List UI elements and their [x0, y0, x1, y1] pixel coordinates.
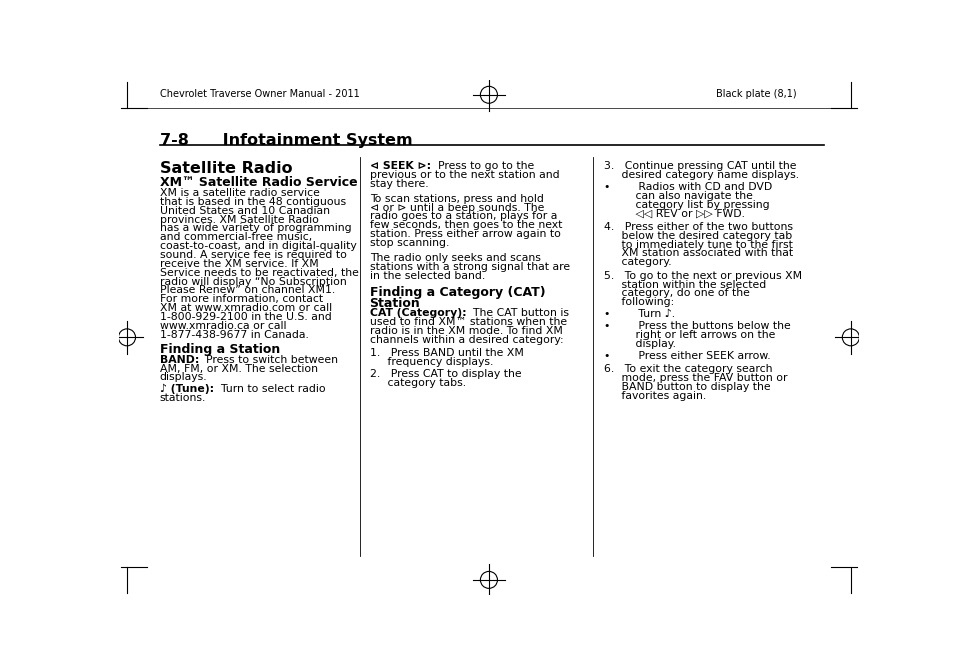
Text: 1.   Press BAND until the XM: 1. Press BAND until the XM	[369, 348, 523, 358]
Text: provinces. XM Satellite Radio: provinces. XM Satellite Radio	[159, 214, 318, 224]
Text: United States and 10 Canadian: United States and 10 Canadian	[159, 206, 329, 216]
Text: 7-8      Infotainment System: 7-8 Infotainment System	[159, 132, 412, 148]
Text: Press to switch between: Press to switch between	[199, 355, 337, 365]
Text: XM station associated with that: XM station associated with that	[603, 248, 792, 259]
Text: Finding a Station: Finding a Station	[159, 343, 279, 356]
Text: Service needs to be reactivated, the: Service needs to be reactivated, the	[159, 268, 358, 278]
Text: stations.: stations.	[159, 393, 206, 403]
Text: For more information, contact: For more information, contact	[159, 294, 322, 304]
Text: stations with a strong signal that are: stations with a strong signal that are	[369, 262, 569, 272]
Text: Black plate (8,1): Black plate (8,1)	[716, 89, 796, 99]
Text: desired category name displays.: desired category name displays.	[603, 170, 798, 180]
Text: 4.   Press either of the two buttons: 4. Press either of the two buttons	[603, 222, 792, 232]
Text: used to find XM™ stations when the: used to find XM™ stations when the	[369, 317, 566, 327]
Text: CAT (Category):: CAT (Category):	[369, 308, 466, 318]
Text: can also navigate the: can also navigate the	[603, 190, 752, 200]
Text: in the selected band.: in the selected band.	[369, 271, 484, 281]
Text: radio will display “No Subscription: radio will display “No Subscription	[159, 277, 346, 287]
Text: XM at www.xmradio.com or call: XM at www.xmradio.com or call	[159, 303, 332, 313]
Text: Station: Station	[369, 297, 420, 309]
Text: The radio only seeks and scans: The radio only seeks and scans	[369, 253, 540, 263]
Text: category, do one of the: category, do one of the	[603, 289, 749, 299]
Text: •        Press the buttons below the: • Press the buttons below the	[603, 321, 789, 331]
Text: •        Turn ♪.: • Turn ♪.	[603, 309, 674, 319]
Text: 5.   To go to the next or previous XM: 5. To go to the next or previous XM	[603, 271, 801, 281]
Text: following:: following:	[603, 297, 673, 307]
Text: and commercial-free music,: and commercial-free music,	[159, 232, 312, 242]
Text: has a wide variety of programming: has a wide variety of programming	[159, 223, 351, 233]
Text: XM™ Satellite Radio Service: XM™ Satellite Radio Service	[159, 176, 356, 190]
Text: 3.   Continue pressing CAT until the: 3. Continue pressing CAT until the	[603, 161, 796, 171]
Text: ◁◁ REV or ▷▷ FWD.: ◁◁ REV or ▷▷ FWD.	[603, 208, 744, 218]
Text: radio goes to a station, plays for a: radio goes to a station, plays for a	[369, 212, 557, 222]
Text: Finding a Category (CAT): Finding a Category (CAT)	[369, 286, 544, 299]
Text: station within the selected: station within the selected	[603, 280, 765, 290]
Text: 1-800-929-2100 in the U.S. and: 1-800-929-2100 in the U.S. and	[159, 312, 331, 322]
Text: mode, press the FAV button or: mode, press the FAV button or	[603, 373, 786, 383]
Text: ⊲ or ⊳ until a beep sounds. The: ⊲ or ⊳ until a beep sounds. The	[369, 202, 543, 212]
Text: displays.: displays.	[159, 372, 207, 382]
Text: category tabs.: category tabs.	[369, 378, 465, 387]
Text: sound. A service fee is required to: sound. A service fee is required to	[159, 250, 346, 260]
Text: stop scanning.: stop scanning.	[369, 238, 449, 248]
Text: BAND button to display the: BAND button to display the	[603, 382, 769, 392]
Text: coast-to-coast, and in digital-quality: coast-to-coast, and in digital-quality	[159, 241, 355, 251]
Text: that is based in the 48 contiguous: that is based in the 48 contiguous	[159, 197, 345, 207]
Text: 1-877-438-9677 in Canada.: 1-877-438-9677 in Canada.	[159, 329, 308, 339]
Text: To scan stations, press and hold: To scan stations, press and hold	[369, 194, 543, 204]
Text: www.xmradio.ca or call: www.xmradio.ca or call	[159, 321, 286, 331]
Text: radio is in the XM mode. To find XM: radio is in the XM mode. To find XM	[369, 326, 562, 336]
Text: ♪ (Tune):: ♪ (Tune):	[159, 384, 213, 395]
Text: Please Renew” on channel XM1.: Please Renew” on channel XM1.	[159, 285, 335, 295]
Text: AM, FM, or XM. The selection: AM, FM, or XM. The selection	[159, 363, 317, 373]
Text: few seconds, then goes to the next: few seconds, then goes to the next	[369, 220, 561, 230]
Text: BAND:: BAND:	[159, 355, 199, 365]
Text: frequency displays.: frequency displays.	[369, 357, 493, 367]
Text: Chevrolet Traverse Owner Manual - 2011: Chevrolet Traverse Owner Manual - 2011	[159, 89, 359, 99]
Text: Satellite Radio: Satellite Radio	[159, 161, 292, 176]
Text: XM is a satellite radio service: XM is a satellite radio service	[159, 188, 319, 198]
Text: •        Radios with CD and DVD: • Radios with CD and DVD	[603, 182, 771, 192]
Text: ⊲ SEEK ⊳:: ⊲ SEEK ⊳:	[369, 161, 430, 171]
Text: right or left arrows on the: right or left arrows on the	[603, 330, 774, 340]
Text: The CAT button is: The CAT button is	[466, 308, 569, 318]
Text: category list by pressing: category list by pressing	[603, 200, 768, 210]
Text: display.: display.	[603, 339, 675, 349]
Text: 6.   To exit the category search: 6. To exit the category search	[603, 364, 771, 374]
Text: previous or to the next station and: previous or to the next station and	[369, 170, 558, 180]
Text: receive the XM service. If XM: receive the XM service. If XM	[159, 259, 318, 269]
Text: stay there.: stay there.	[369, 179, 428, 189]
Text: to immediately tune to the first: to immediately tune to the first	[603, 240, 792, 250]
Text: 2.   Press CAT to display the: 2. Press CAT to display the	[369, 369, 520, 379]
Text: •        Press either SEEK arrow.: • Press either SEEK arrow.	[603, 351, 769, 361]
Text: channels within a desired category:: channels within a desired category:	[369, 335, 562, 345]
Text: category.: category.	[603, 257, 671, 267]
Text: favorites again.: favorites again.	[603, 391, 705, 401]
Text: station. Press either arrow again to: station. Press either arrow again to	[369, 229, 559, 239]
Text: Press to go to the: Press to go to the	[430, 161, 534, 171]
Text: below the desired category tab: below the desired category tab	[603, 230, 791, 240]
Text: Turn to select radio: Turn to select radio	[213, 384, 325, 394]
